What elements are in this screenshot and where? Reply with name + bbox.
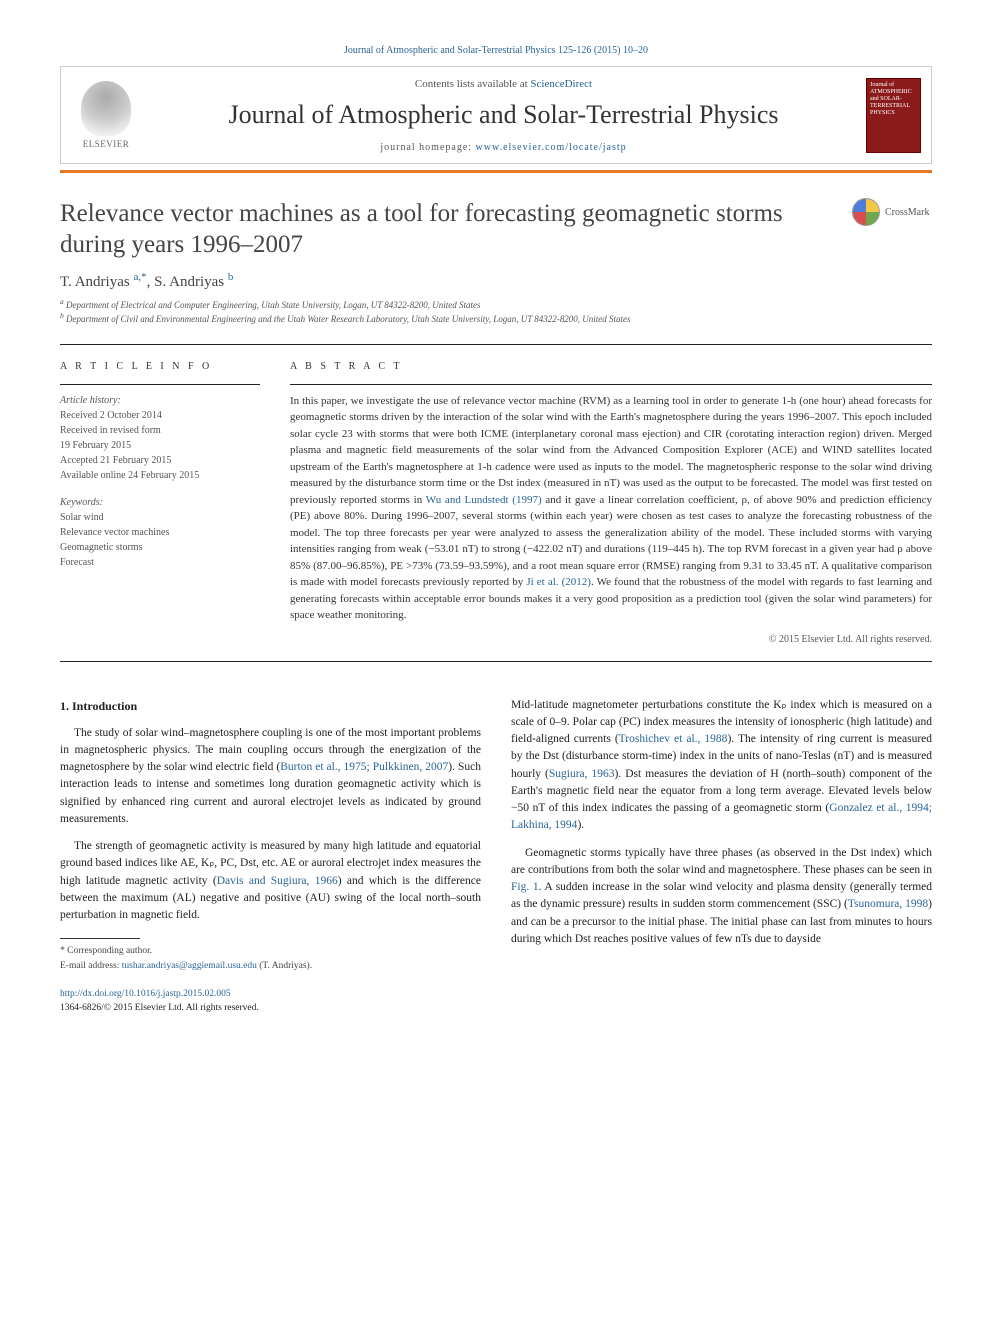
email-label: E-mail address:	[60, 961, 122, 971]
abstract-cite-2[interactable]: Ji et al. (2012)	[526, 576, 591, 588]
col1-p1-cite[interactable]: Burton et al., 1975; Pulkkinen, 2007	[280, 761, 448, 773]
keyword-1: Solar wind	[60, 510, 260, 525]
history-revised: Received in revised form	[60, 423, 260, 438]
history-received: Received 2 October 2014	[60, 408, 260, 423]
col2-p1-cite2[interactable]: Sugiura, 1963	[549, 768, 615, 780]
abstract-text-1: In this paper, we investigate the use of…	[290, 395, 932, 506]
elsevier-logo: ELSEVIER	[71, 75, 141, 155]
col2-p1d: ).	[577, 819, 584, 831]
elsevier-label: ELSEVIER	[83, 139, 130, 149]
affiliation-a: Department of Electrical and Computer En…	[66, 300, 481, 310]
journal-citation: Journal of Atmospheric and Solar-Terrest…	[60, 45, 932, 56]
journal-header: ELSEVIER Contents lists available at Sci…	[60, 66, 932, 164]
homepage-line: journal homepage: www.elsevier.com/locat…	[141, 142, 866, 153]
col2-p2a: Geomagnetic storms typically have three …	[511, 847, 932, 876]
author-2-markers[interactable]: b	[228, 271, 234, 283]
footnotes: * Corresponding author. E-mail address: …	[60, 944, 481, 973]
abstract-cite-1[interactable]: Wu and Lundstedt (1997)	[426, 494, 542, 506]
corresponding-author: * Corresponding author.	[60, 944, 481, 958]
article-title: Relevance vector machines as a tool for …	[60, 198, 852, 261]
history-online: Available online 24 February 2015	[60, 468, 260, 483]
abstract-text-2: and it gave a linear correlation coeffic…	[290, 494, 932, 589]
author-1-markers[interactable]: a,*	[133, 271, 146, 283]
history-accepted: Accepted 21 February 2015	[60, 453, 260, 468]
orange-divider	[60, 170, 932, 173]
author-2: S. Andriyas	[154, 274, 224, 290]
abstract: A B S T R A C T In this paper, we invest…	[290, 359, 932, 647]
contents-line: Contents lists available at ScienceDirec…	[141, 78, 866, 90]
crossmark-badge[interactable]: CrossMark	[852, 198, 932, 226]
doi-block: http://dx.doi.org/10.1016/j.jastp.2015.0…	[60, 987, 481, 1016]
doi-link[interactable]: http://dx.doi.org/10.1016/j.jastp.2015.0…	[60, 989, 231, 999]
homepage-link[interactable]: www.elsevier.com/locate/jastp	[476, 142, 627, 153]
journal-name: Journal of Atmospheric and Solar-Terrest…	[141, 100, 866, 130]
col2-p2-cite[interactable]: Tsunomura, 1998	[848, 898, 928, 910]
email-suffix: (T. Andriyas).	[257, 961, 312, 971]
contents-prefix: Contents lists available at	[415, 78, 530, 90]
email-link[interactable]: tushar.andriyas@aggiemail.usu.edu	[122, 961, 257, 971]
issn-line: 1364-6826/© 2015 Elsevier Ltd. All right…	[60, 1001, 481, 1015]
divider-2	[60, 661, 932, 662]
elsevier-tree-icon	[81, 81, 131, 136]
abstract-label: A B S T R A C T	[290, 359, 932, 374]
crossmark-label: CrossMark	[885, 207, 929, 218]
crossmark-icon	[852, 198, 880, 226]
affiliation-b: Department of Civil and Environmental En…	[66, 314, 631, 324]
col2-p2-figref[interactable]: Fig. 1	[511, 881, 539, 893]
article-info-label: A R T I C L E I N F O	[60, 359, 260, 374]
keyword-3: Geomagnetic storms	[60, 540, 260, 555]
column-left: 1. Introduction The study of solar wind–…	[60, 697, 481, 1016]
authors-line: T. Andriyas a,*, S. Andriyas b	[60, 271, 932, 291]
article-info: A R T I C L E I N F O Article history: R…	[60, 359, 260, 647]
homepage-prefix: journal homepage:	[380, 142, 475, 153]
affiliations: a Department of Electrical and Computer …	[60, 297, 932, 326]
footnote-separator	[60, 938, 140, 939]
history-revised-date: 19 February 2015	[60, 438, 260, 453]
journal-cover-thumb: Journal of ATMOSPHERIC and SOLAR-TERREST…	[866, 78, 921, 153]
keywords-heading: Keywords:	[60, 495, 260, 510]
col1-p2-cite[interactable]: Davis and Sugiura, 1966	[217, 875, 338, 887]
keyword-2: Relevance vector machines	[60, 525, 260, 540]
col2-p1-cite1[interactable]: Troshichev et al., 1988	[619, 733, 728, 745]
keyword-4: Forecast	[60, 555, 260, 570]
sciencedirect-link[interactable]: ScienceDirect	[530, 78, 592, 90]
author-1: T. Andriyas	[60, 274, 130, 290]
history-heading: Article history:	[60, 393, 260, 408]
abstract-copyright: © 2015 Elsevier Ltd. All rights reserved…	[290, 632, 932, 647]
body-text: 1. Introduction The study of solar wind–…	[60, 697, 932, 1016]
section-heading-intro: 1. Introduction	[60, 697, 481, 715]
column-right: Mid-latitude magnetometer perturbations …	[511, 697, 932, 1016]
divider	[60, 344, 932, 345]
